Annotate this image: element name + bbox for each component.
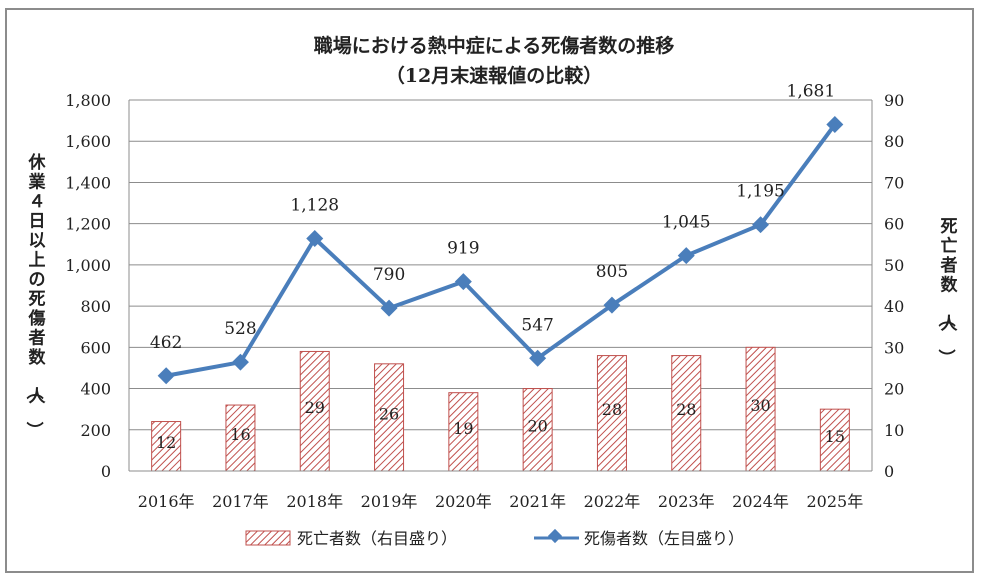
line-data-label: 528: [224, 319, 256, 339]
y-left-tick-label: 1,800: [65, 91, 111, 110]
line-marker: [603, 296, 621, 314]
y-right-tick-label: 80: [884, 132, 904, 151]
line-marker: [677, 247, 695, 265]
bar-data-label: 30: [750, 396, 770, 415]
x-tick-label: 2022年: [584, 492, 641, 511]
y-right-tick-label: 0: [884, 462, 894, 481]
chart-title: 職場における熱中症による死傷者数の推移: [314, 34, 674, 57]
x-tick-label: 2016年: [138, 492, 195, 511]
x-tick-label: 2024年: [732, 492, 789, 511]
y-right-tick-label: 30: [884, 338, 904, 357]
line-data-label: 1,128: [290, 196, 339, 216]
chart-frame: 職場における熱中症による死傷者数の推移 （12月末速報値の比較） 0 200 400…: [5, 8, 974, 573]
bar: [151, 421, 182, 472]
line-marker: [454, 273, 472, 291]
y-left-tick-label: 200: [80, 421, 111, 440]
line-data-label: 1,195: [736, 182, 785, 202]
legend-line-marker: [547, 528, 563, 544]
y-left-tick-label: 0: [101, 462, 111, 481]
line-data-label: 1,045: [662, 213, 711, 233]
bar-data-label: 28: [676, 400, 696, 419]
y-right-tick-label: 70: [884, 173, 904, 192]
y-left-tick-label: 1,600: [65, 132, 111, 151]
y-right-tick-label: 10: [884, 421, 904, 440]
y-axis-right-label: 死亡者数（人）: [936, 217, 959, 366]
legend-line-label: 死傷者数（左目盛り）: [584, 529, 744, 548]
chart-svg: 職場における熱中症による死傷者数の推移 （12月末速報値の比較） 0200400…: [24, 34, 959, 548]
bar-data-label: 19: [453, 419, 473, 438]
x-tick-label: 2025年: [806, 492, 863, 511]
line-series: [157, 116, 844, 385]
line-marker: [826, 116, 844, 134]
series-line: [165, 123, 837, 378]
x-tick-label: 2021年: [509, 492, 566, 511]
y-left-tick-label: 800: [80, 297, 111, 316]
bar-data-label: 20: [527, 417, 547, 436]
line-marker: [306, 230, 324, 247]
bar-data-label: 12: [156, 433, 176, 452]
line-data-label: 790: [373, 265, 405, 285]
line-data-label: 805: [596, 262, 628, 282]
line-data-label: 1,681: [787, 82, 836, 102]
line-data-label: 547: [521, 315, 553, 335]
y-right-tick-label: 20: [884, 380, 904, 399]
line-marker: [157, 367, 175, 385]
y-left-tick-label: 1,000: [65, 256, 111, 275]
x-tick-label: 2019年: [361, 492, 418, 511]
y-left-tick-label: 1,200: [65, 215, 111, 234]
data-labels: 12 16 29 26 19 20 28 28 30 15 462 528 1,128 790 919 547…: [150, 82, 845, 453]
line-data-label: 462: [150, 333, 182, 353]
bar: [596, 355, 627, 472]
bar: [671, 355, 702, 472]
bar: [522, 388, 553, 472]
y-axis-left-title: 休業４日以上の死傷者数（人）: [24, 152, 47, 439]
x-tick-label: 2017年: [212, 492, 269, 511]
y-left-tick-label: 1,400: [65, 173, 111, 192]
y-right-tick-label: 90: [884, 91, 904, 110]
x-tick-label: 2020年: [435, 492, 492, 511]
axes: 0 200 400 600 800 1,000 1,200 1,400 1,600 1,800 0 1…: [65, 91, 904, 511]
legend-bar-label: 死亡者数（右目盛り）: [297, 529, 457, 548]
line-marker: [380, 299, 398, 317]
bar: [745, 346, 776, 472]
bar-data-label: 29: [305, 398, 325, 417]
line-marker: [529, 349, 547, 367]
bar-data-label: 15: [825, 427, 845, 446]
line-data-label: 919: [447, 239, 479, 259]
bar-data-label: 16: [230, 425, 250, 444]
line-marker: [231, 353, 249, 371]
x-tick-label: 2018年: [286, 492, 343, 511]
y-left-tick-label: 600: [80, 338, 111, 357]
bar-data-label: 28: [602, 400, 622, 419]
bar-series: [151, 346, 850, 472]
y-axis-right-title: 死亡者数（人）: [936, 217, 959, 366]
gridlines: [129, 99, 872, 431]
y-right-tick-label: 60: [884, 215, 904, 234]
y-right-tick-label: 50: [884, 256, 904, 275]
line-marker: [752, 216, 770, 234]
y-left-tick-label: 400: [80, 380, 111, 399]
legend-bar-swatch: [245, 530, 291, 546]
y-axis-left-label: 休業４日以上の死傷者数（人）: [24, 152, 47, 439]
chart-subtitle: （12月末速報値の比較）: [386, 64, 602, 87]
bar-data-label: 26: [379, 404, 399, 423]
y-right-tick-label: 40: [884, 297, 904, 316]
legend: 死亡者数（右目盛り） 死傷者数（左目盛り）: [245, 528, 744, 548]
x-tick-label: 2023年: [658, 492, 715, 511]
